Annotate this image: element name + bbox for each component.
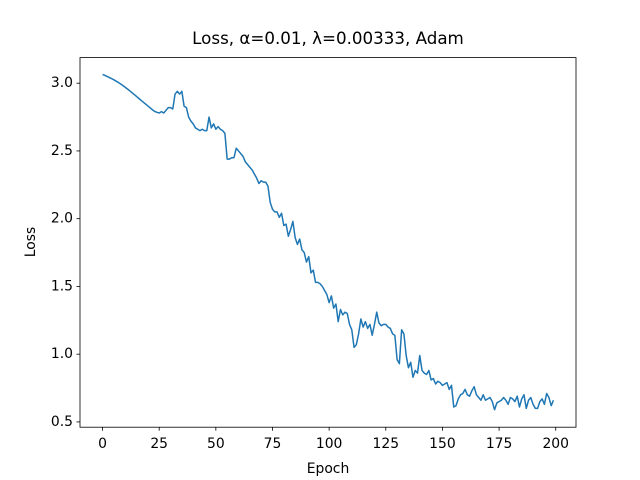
x-tick-label: 75 <box>264 436 282 452</box>
x-tick-label: 175 <box>486 436 513 452</box>
y-tick-label: 2.0 <box>51 211 73 227</box>
x-tick-label: 0 <box>98 436 107 452</box>
line-series <box>102 73 555 411</box>
x-axis-label: Epoch <box>307 461 350 477</box>
y-axis-label: Loss <box>23 227 39 257</box>
y-tick-label: 0.5 <box>51 414 73 430</box>
y-tick-label: 2.5 <box>51 143 73 159</box>
x-tick-label: 150 <box>429 436 456 452</box>
x-tick-label: 100 <box>316 436 343 452</box>
y-tick-label: 1.0 <box>51 346 73 362</box>
x-tick-label: 200 <box>542 436 569 452</box>
x-tick-label: 50 <box>207 436 225 452</box>
x-tick-label: 125 <box>373 436 400 452</box>
chart-title: Loss, α=0.01, λ=0.00333, Adam <box>192 28 464 48</box>
plot-frame <box>79 57 577 428</box>
y-tick-label: 3.0 <box>51 75 73 91</box>
x-tick-label: 25 <box>150 436 168 452</box>
y-tick-label: 1.5 <box>51 278 73 294</box>
